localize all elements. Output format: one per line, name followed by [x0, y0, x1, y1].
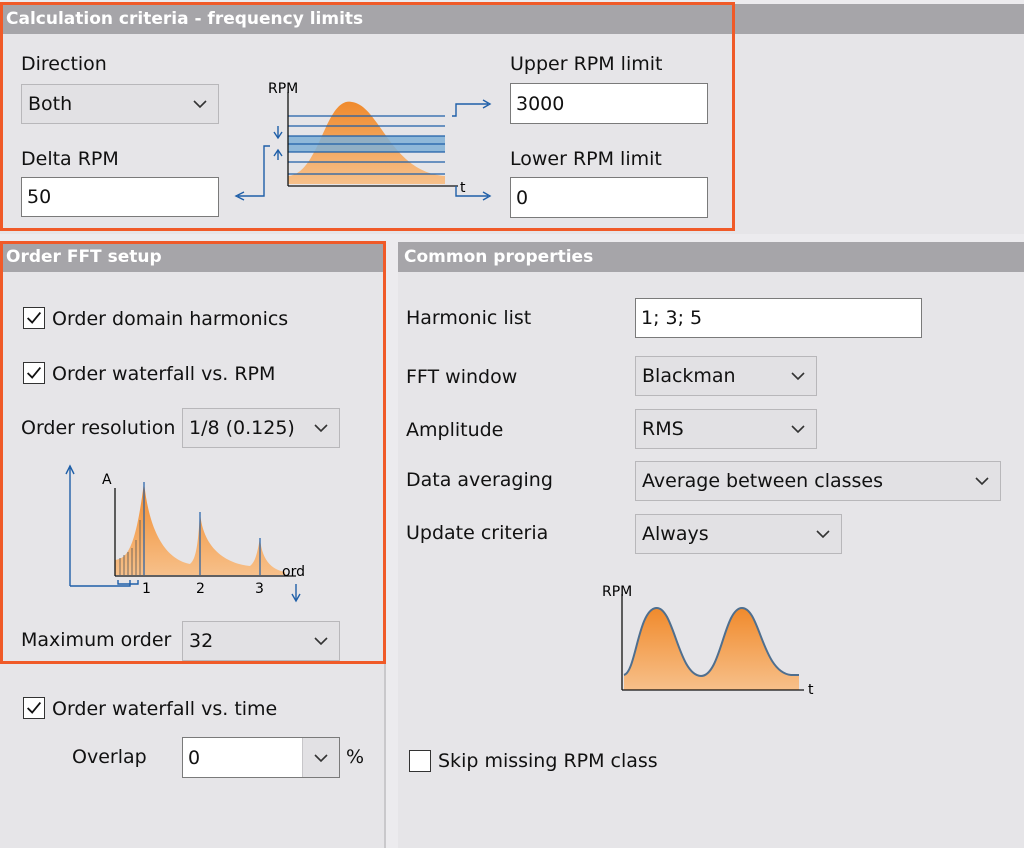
order-waterfall-rpm-checkbox[interactable] [23, 362, 45, 384]
lower-rpm-value: 0 [516, 186, 529, 209]
rpm-profile-diagram: RPM t [602, 584, 814, 698]
fft-window-value: Blackman [642, 365, 736, 387]
upper-rpm-label: Upper RPM limit [510, 53, 663, 75]
upper-rpm-value: 3000 [516, 92, 565, 115]
update-criteria-label: Update criteria [406, 522, 549, 544]
direction-select[interactable]: Both [21, 84, 219, 124]
overlap-label: Overlap [72, 746, 147, 768]
delta-rpm-input[interactable]: 50 [21, 177, 219, 217]
harmonic-list-value: 1; 3; 5 [641, 307, 703, 329]
order-waterfall-time-checkbox[interactable] [23, 697, 45, 719]
order-spectrum-diagram: A ord 1 2 3 [65, 464, 305, 603]
overlap-value: 0 [188, 746, 201, 769]
skip-missing-rpm-label[interactable]: Skip missing RPM class [438, 750, 658, 772]
chevron-down-icon [791, 425, 805, 434]
chevron-down-icon [314, 424, 328, 433]
order-resolution-label: Order resolution [21, 417, 176, 439]
lower-rpm-label: Lower RPM limit [510, 148, 662, 170]
upper-rpm-input[interactable]: 3000 [510, 83, 708, 124]
chevron-down-icon [314, 754, 328, 763]
data-averaging-label: Data averaging [406, 469, 553, 491]
fft-window-label: FFT window [406, 366, 518, 388]
chevron-down-icon [816, 530, 830, 539]
rpm-limits-x-label: t [460, 180, 466, 196]
amplitude-value: RMS [642, 418, 684, 440]
maximum-order-label: Maximum order [21, 629, 172, 651]
lower-rpm-input[interactable]: 0 [510, 177, 708, 218]
order-waterfall-time-label[interactable]: Order waterfall vs. time [52, 698, 278, 720]
overlap-dropdown-button[interactable] [302, 738, 339, 777]
update-criteria-value: Always [642, 523, 709, 545]
amplitude-select[interactable]: RMS [635, 409, 817, 449]
order-waterfall-rpm-label[interactable]: Order waterfall vs. RPM [52, 363, 276, 385]
rpm-limits-diagram: RPM t [234, 81, 492, 201]
direction-value: Both [28, 93, 73, 115]
order-fft-header: Order FFT setup [0, 242, 384, 272]
calc-criteria-header: Calculation criteria - frequency limits [0, 4, 1024, 34]
calc-criteria-title: Calculation criteria - frequency limits [6, 9, 364, 29]
data-averaging-value: Average between classes [642, 470, 884, 492]
skip-missing-rpm-checkbox[interactable] [409, 750, 431, 772]
rpm-limits-y-label: RPM [268, 81, 298, 97]
maximum-order-select[interactable]: 32 [182, 621, 340, 661]
check-icon [26, 366, 42, 379]
rpm-profile-y-label: RPM [602, 584, 632, 600]
delta-rpm-value: 50 [27, 186, 52, 208]
amplitude-label: Amplitude [406, 419, 504, 441]
order-domain-harmonics-label[interactable]: Order domain harmonics [52, 308, 289, 330]
order-fft-title: Order FFT setup [6, 247, 162, 267]
fft-window-select[interactable]: Blackman [635, 356, 817, 396]
rpm-profile-x-label: t [808, 682, 814, 698]
chevron-down-icon [975, 477, 989, 486]
data-averaging-select[interactable]: Average between classes [635, 461, 1001, 501]
order-domain-harmonics-checkbox[interactable] [23, 307, 45, 329]
order-resolution-select[interactable]: 1/8 (0.125) [182, 408, 340, 448]
direction-label: Direction [21, 53, 107, 75]
order-spectrum-y-label: A [102, 472, 112, 488]
maximum-order-value: 32 [189, 630, 214, 652]
chevron-down-icon [193, 100, 207, 109]
update-criteria-select[interactable]: Always [635, 514, 842, 554]
common-properties-title: Common properties [404, 247, 594, 267]
order-tick-label: 3 [255, 581, 264, 597]
order-resolution-value: 1/8 (0.125) [189, 417, 295, 439]
overlap-unit: % [346, 746, 365, 768]
check-icon [26, 311, 42, 324]
order-spectrum-x-label: ord [282, 564, 305, 580]
delta-rpm-label: Delta RPM [21, 148, 119, 170]
common-properties-header: Common properties [398, 242, 1024, 272]
chevron-down-icon [791, 372, 805, 381]
order-tick-label: 1 [142, 581, 151, 597]
order-tick-label: 2 [196, 581, 205, 597]
panel-divider [384, 242, 386, 848]
overlap-combobox[interactable]: 0 [182, 737, 340, 778]
chevron-down-icon [314, 637, 328, 646]
harmonic-list-label: Harmonic list [406, 307, 532, 329]
harmonic-list-input[interactable]: 1; 3; 5 [635, 298, 922, 338]
check-icon [26, 701, 42, 714]
